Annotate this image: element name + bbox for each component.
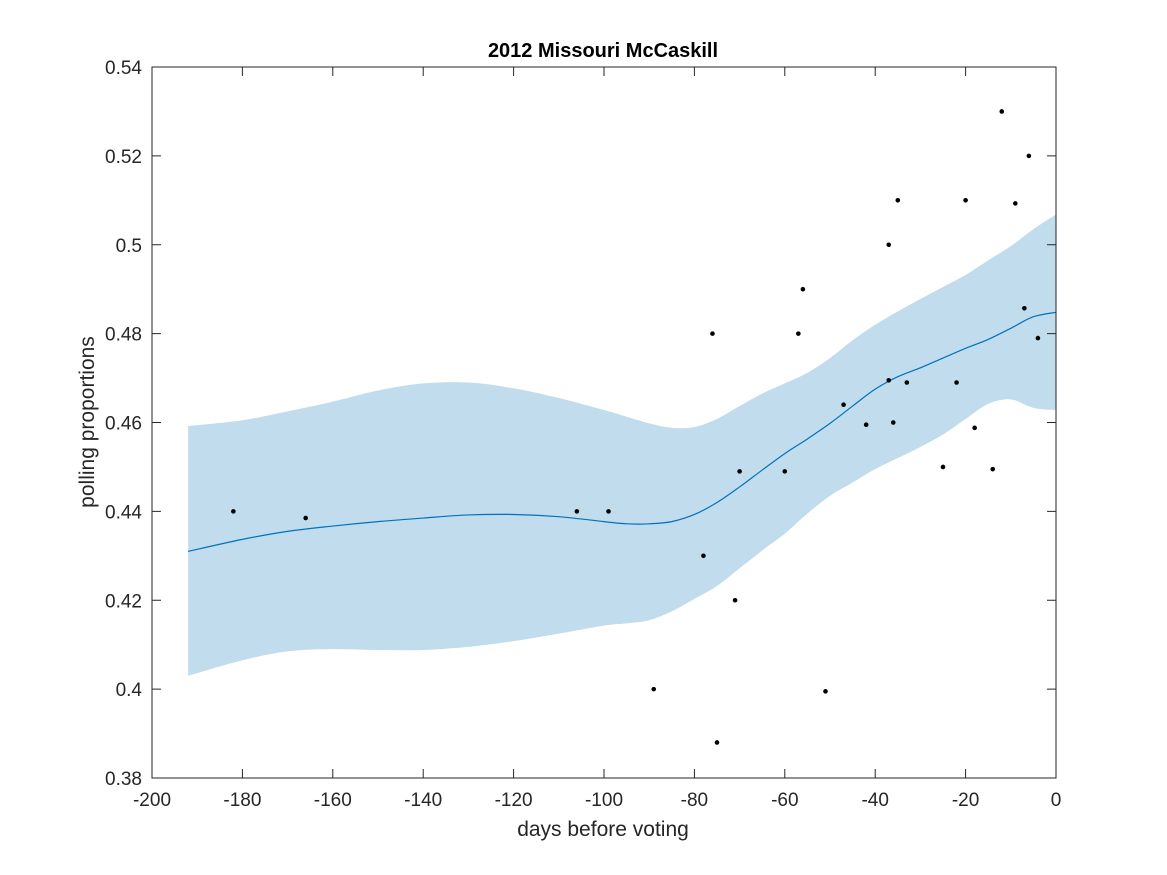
poll-points-layer bbox=[231, 109, 1041, 745]
poll-point bbox=[895, 198, 901, 203]
x-tick-label: -20 bbox=[952, 790, 979, 811]
chart-title: 2012 Missouri McCaskill bbox=[488, 40, 718, 62]
x-tick-label: -180 bbox=[223, 790, 261, 811]
x-tick-label: -160 bbox=[314, 790, 352, 811]
confidence-band bbox=[188, 214, 1056, 676]
poll-point bbox=[1013, 201, 1018, 206]
x-tick-label: 0 bbox=[1051, 790, 1062, 811]
poll-point bbox=[904, 380, 910, 385]
poll-point bbox=[782, 469, 788, 474]
poll-point bbox=[574, 509, 580, 514]
poll-point bbox=[1035, 335, 1041, 341]
poll-point bbox=[886, 242, 892, 248]
poll-point bbox=[1022, 306, 1027, 311]
poll-point bbox=[954, 380, 959, 385]
poll-point bbox=[823, 689, 828, 694]
poll-point bbox=[999, 109, 1005, 114]
poll-point bbox=[732, 597, 738, 603]
poll-point bbox=[737, 469, 742, 474]
y-tick-label: 0.4 bbox=[116, 680, 143, 701]
poll-point bbox=[886, 377, 892, 383]
poll-point bbox=[800, 286, 806, 292]
x-tick-label: -120 bbox=[495, 790, 533, 811]
poll-point bbox=[972, 425, 977, 431]
poll-point bbox=[841, 402, 846, 408]
poll-point bbox=[710, 331, 715, 336]
mean-trend-line bbox=[188, 311, 1057, 552]
poll-point bbox=[651, 686, 657, 692]
poll-point bbox=[990, 466, 996, 472]
mean-line-layer bbox=[188, 311, 1057, 552]
poll-point bbox=[231, 509, 236, 514]
x-tick-label: -200 bbox=[133, 790, 171, 811]
y-tick-label: 0.48 bbox=[105, 325, 142, 346]
y-axis-label: polling proportions bbox=[76, 336, 99, 508]
y-axis-ticks: 0.38 0.4 0.42 0.44 0.46 0.48 0.5 0.52 0.54 bbox=[105, 58, 1056, 790]
x-tick-label: -40 bbox=[861, 790, 888, 811]
y-tick-label: 0.5 bbox=[116, 236, 142, 257]
x-tick-label: -140 bbox=[404, 790, 442, 811]
y-tick-label: 0.54 bbox=[105, 58, 142, 79]
poll-point bbox=[940, 464, 946, 470]
y-tick-label: 0.38 bbox=[105, 769, 142, 790]
y-tick-label: 0.52 bbox=[105, 147, 142, 168]
x-tick-label: -100 bbox=[585, 790, 623, 811]
x-axis-ticks: -200 -180 -160 -140 -120 -100 -80 -60 -40 -20 0 bbox=[133, 67, 1061, 811]
poll-point bbox=[963, 198, 968, 203]
x-tick-label: -60 bbox=[771, 790, 798, 811]
y-tick-label: 0.44 bbox=[105, 502, 142, 523]
x-axis-label: days before voting bbox=[517, 818, 689, 841]
y-tick-label: 0.42 bbox=[105, 591, 142, 612]
poll-point bbox=[303, 515, 308, 521]
confidence-band-layer bbox=[188, 214, 1056, 676]
poll-point bbox=[701, 553, 706, 559]
poll-point bbox=[606, 509, 611, 514]
x-tick-label: -80 bbox=[681, 790, 708, 811]
y-tick-label: 0.46 bbox=[105, 414, 142, 435]
poll-point bbox=[714, 740, 720, 745]
poll-point bbox=[890, 420, 896, 425]
poll-point bbox=[863, 422, 869, 428]
poll-point bbox=[1026, 153, 1032, 159]
poll-point bbox=[796, 331, 801, 336]
